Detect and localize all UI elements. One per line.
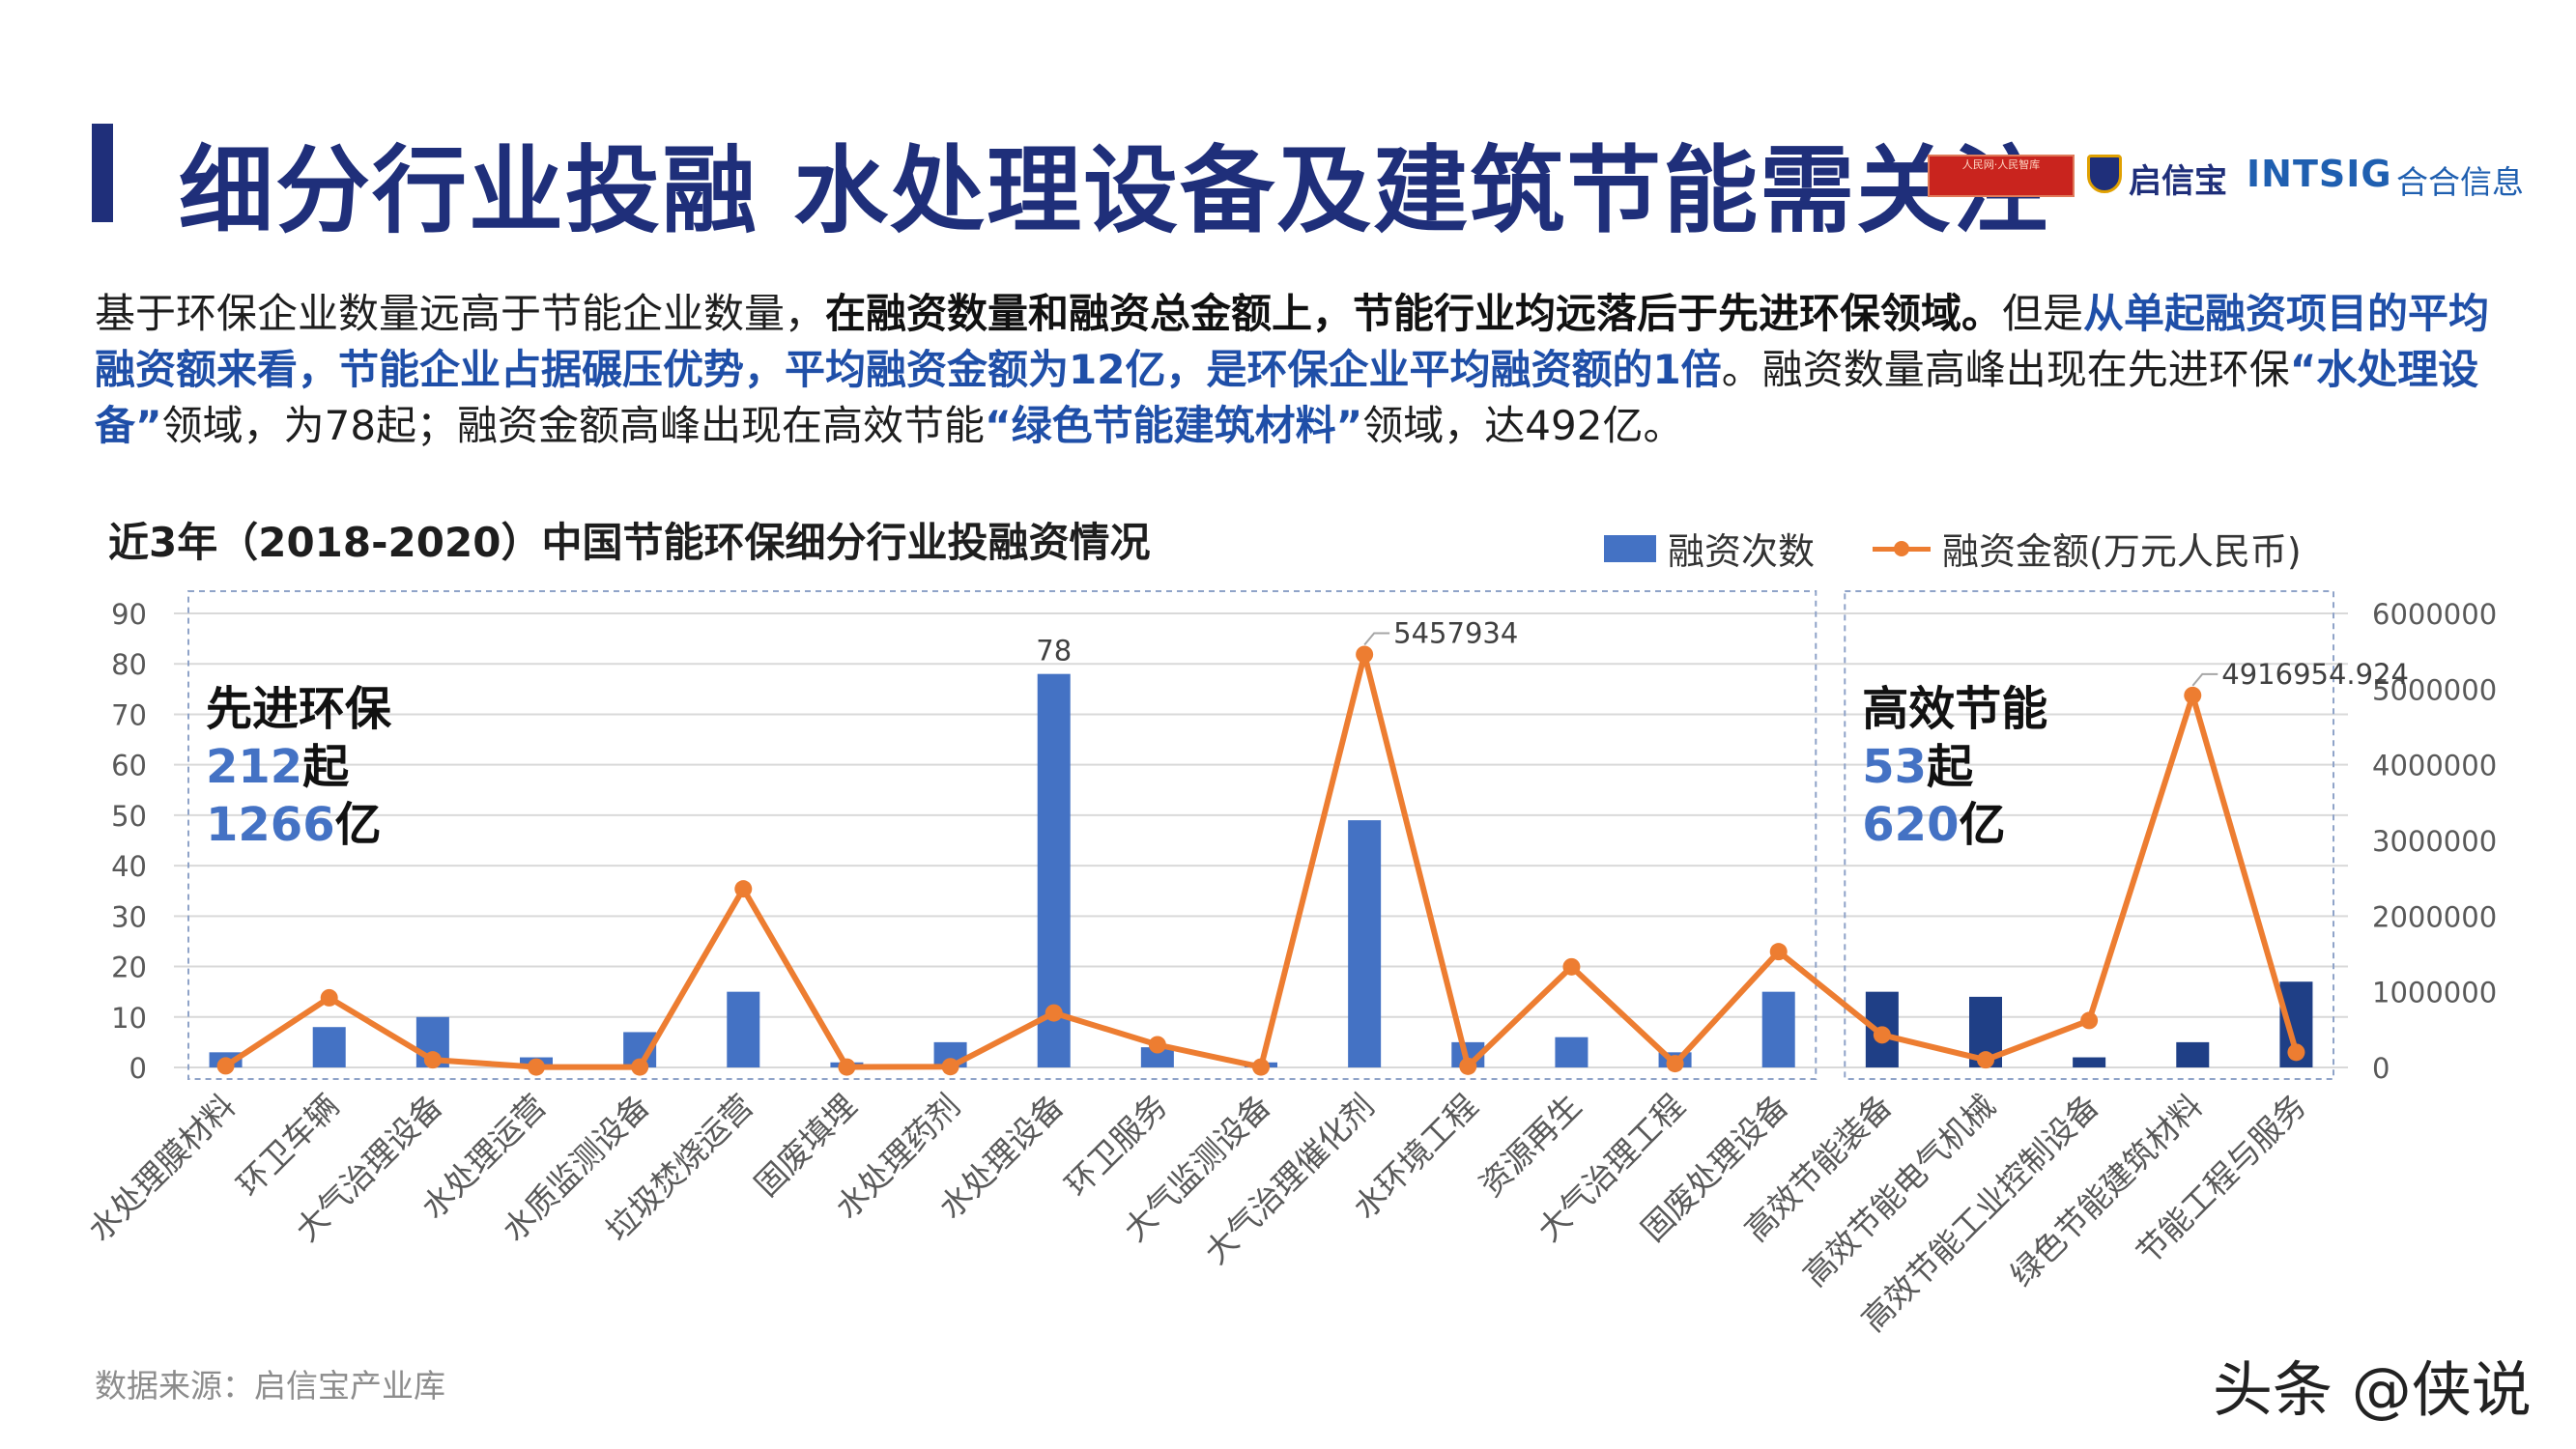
amount-point <box>1459 1057 1477 1075</box>
amount-point <box>734 880 753 898</box>
group-amount-value: 1266 <box>206 798 335 852</box>
amount-point <box>1045 1004 1063 1022</box>
data-source-note: 数据来源：启信宝产业库 <box>95 1367 445 1405</box>
y-left-tick-label: 80 <box>111 648 147 681</box>
title-accent-bar <box>92 124 113 222</box>
legend-line-swatch <box>1873 535 1932 562</box>
hehe-logo-text: 合合信息 <box>2396 163 2524 201</box>
x-category-label: 绿色节能建筑材料 <box>2003 1087 2210 1293</box>
summary-text-2: 但是 <box>2002 290 2084 337</box>
group-amount-unit: 亿 <box>1959 798 2005 852</box>
summary-text-5: 领域，达492亿。 <box>1362 402 1684 449</box>
legend-label-count: 融资次数 <box>1668 530 1816 573</box>
group-box <box>187 590 1818 1080</box>
y-left-tick-label: 50 <box>111 800 147 833</box>
bar <box>2073 1057 2106 1067</box>
amount-point <box>941 1058 959 1076</box>
amount-point <box>2080 1011 2099 1030</box>
amount-point <box>2184 686 2202 704</box>
amount-point <box>320 988 338 1007</box>
amount-point <box>528 1058 545 1076</box>
y-right-tick-label: 0 <box>2372 1052 2390 1085</box>
group-name: 高效节能 <box>1862 682 2047 736</box>
y-right-tick-label: 5000000 <box>2372 673 2497 706</box>
y-left-tick-label: 40 <box>111 850 147 883</box>
amount-point <box>1356 645 1374 664</box>
chart-legend: 融资次数 融资金额(万元人民币) <box>1604 522 2302 575</box>
amount-point <box>2287 1043 2305 1062</box>
y-right-tick-label: 4000000 <box>2372 750 2497 782</box>
y-right-tick-label: 3000000 <box>2372 825 2497 858</box>
amount-point <box>1666 1055 1684 1073</box>
y-right-tick-label: 6000000 <box>2372 598 2497 631</box>
y-left-tick-label: 30 <box>111 900 147 933</box>
bar <box>727 991 760 1067</box>
summary-highlight-1: 从单起融资项目的平均融资额来看，节能企业占据碾压优势，平均融资金额为12亿，是环… <box>95 290 2490 393</box>
y-right-tick-label: 2000000 <box>2372 900 2497 933</box>
y-left-tick-label: 60 <box>111 750 147 782</box>
amount-point <box>216 1057 235 1075</box>
summary-highlight-2: “水处理设备” <box>95 346 2479 449</box>
y-left-tick-label: 90 <box>111 598 147 631</box>
intsig-logo-text: INTSIG <box>2247 153 2392 195</box>
summary-bold-1: 在融资数量和融资总金额上，节能行业均远落后于先进环保领域。 <box>825 290 2003 337</box>
group-name: 先进环保 <box>206 682 392 736</box>
bar <box>1555 1037 1589 1067</box>
amount-point <box>1252 1058 1270 1076</box>
stamp-logo: 人民网·人民智库 <box>1928 155 2075 197</box>
amount-point <box>1148 1036 1166 1054</box>
y-left-tick-label: 70 <box>111 698 147 731</box>
amount-point <box>838 1058 856 1076</box>
line-data-label: 4916954.924 <box>2221 658 2409 691</box>
legend-bar-swatch <box>1604 534 1656 562</box>
group-count-value: 212 <box>206 740 302 794</box>
bar <box>2176 1041 2210 1067</box>
summary-text-1: 基于环保企业数量远高于节能企业数量， <box>95 290 826 337</box>
group-count: 53起 <box>1862 740 1974 794</box>
group-count-value: 53 <box>1862 740 1927 794</box>
bar <box>312 1027 346 1067</box>
data-label-leader <box>2191 672 2218 687</box>
bar <box>1348 820 1382 1067</box>
group-count: 212起 <box>206 740 350 794</box>
amount-point <box>631 1058 649 1076</box>
group-amount-unit: 亿 <box>335 798 382 852</box>
summary-text-3: 。融资数量高峰出现在先进环保 <box>1721 346 2290 393</box>
amount-point <box>1562 957 1581 976</box>
combo-chart: 0 10 20 30 40 50 60 70 80 90 0 1000000 2000000 300000… <box>81 590 2497 1339</box>
x-category-label: 水处理膜材料 <box>81 1087 243 1249</box>
amount-point <box>1977 1051 1994 1069</box>
summary-paragraph: 基于环保企业数量远高于节能企业数量，在融资数量和融资总金额上，节能行业均远落后于… <box>95 286 2491 454</box>
y-left-tick-label: 10 <box>111 1002 147 1035</box>
watermark: 头条 @侠说 <box>2213 1354 2532 1425</box>
data-label-leader <box>1363 632 1390 646</box>
y-left-tick-label: 20 <box>111 952 147 984</box>
group-count-unit: 起 <box>302 740 350 794</box>
bar-data-label: 78 <box>1036 635 1072 668</box>
y-right-tick-label: 1000000 <box>2372 977 2497 1009</box>
bar <box>1140 1047 1174 1067</box>
page-title: 细分行业投融 水处理设备及建筑节能需关注 <box>179 136 2050 246</box>
amount-point <box>1769 943 1788 961</box>
qixinbao-logo-text: 启信宝 <box>2129 162 2227 201</box>
legend-label-amount: 融资金额(万元人民币) <box>1942 530 2302 573</box>
amount-point <box>423 1051 442 1069</box>
chart-title: 近3年（2018-2020）中国节能环保细分行业投融资情况 <box>108 519 1151 566</box>
qixinbao-shield-icon <box>2087 155 2122 193</box>
amount-point <box>1873 1026 1891 1044</box>
x-category-label: 高效节能电气机械 <box>1795 1087 2002 1293</box>
group-amount: 1266亿 <box>206 798 382 852</box>
group-amount-value: 620 <box>1862 798 1959 852</box>
y-left-tick-label: 0 <box>129 1052 147 1085</box>
bar <box>1761 991 1795 1067</box>
line-data-label: 5457934 <box>1393 616 1518 649</box>
summary-text-4: 领域，为78起；融资金额高峰出现在高效节能 <box>161 402 986 449</box>
bar <box>1037 673 1071 1067</box>
summary-highlight-3: “绿色节能建筑材料” <box>985 402 1363 449</box>
group-amount: 620亿 <box>1862 798 2005 852</box>
group-count-unit: 起 <box>1927 740 1974 794</box>
